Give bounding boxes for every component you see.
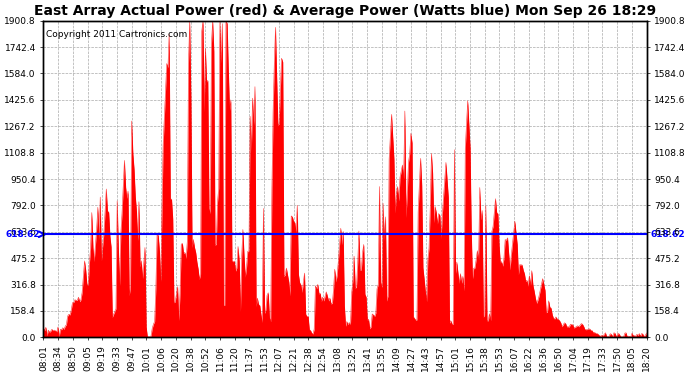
Text: Copyright 2011 Cartronics.com: Copyright 2011 Cartronics.com	[46, 30, 188, 39]
Text: 618.62: 618.62	[6, 230, 40, 239]
Title: East Array Actual Power (red) & Average Power (Watts blue) Mon Sep 26 18:29: East Array Actual Power (red) & Average …	[34, 4, 656, 18]
Text: 618.62: 618.62	[650, 230, 684, 239]
